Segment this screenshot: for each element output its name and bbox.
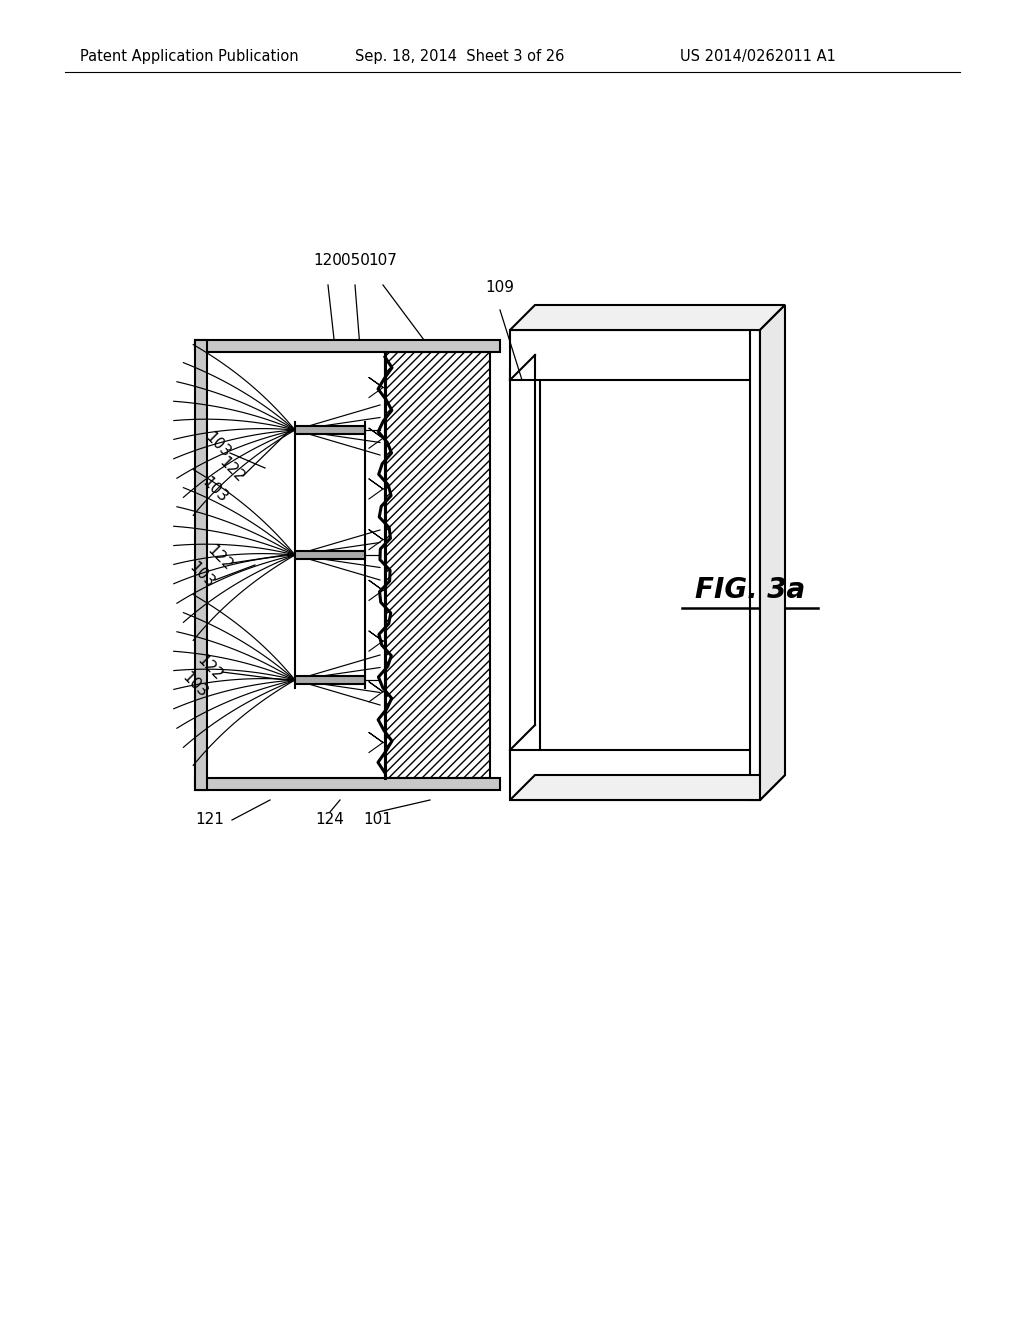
Polygon shape	[510, 305, 785, 330]
Bar	[295, 550, 365, 558]
Bar	[510, 370, 540, 760]
Text: US 2014/0262011 A1: US 2014/0262011 A1	[680, 49, 836, 65]
Bar	[195, 777, 500, 789]
Text: 103: 103	[186, 560, 217, 590]
Bar	[510, 750, 760, 800]
Bar	[510, 330, 760, 380]
Bar	[195, 341, 500, 352]
Text: 107: 107	[369, 253, 397, 268]
Text: Patent Application Publication: Patent Application Publication	[80, 49, 299, 65]
Text: Sep. 18, 2014  Sheet 3 of 26: Sep. 18, 2014 Sheet 3 of 26	[355, 49, 564, 65]
Bar	[295, 426, 365, 434]
Text: 109: 109	[485, 280, 514, 294]
Text: 122: 122	[205, 543, 236, 573]
Polygon shape	[510, 775, 785, 800]
Text: 050: 050	[341, 253, 370, 268]
Text: 101: 101	[364, 813, 392, 828]
Bar	[385, 352, 490, 777]
Text: 122: 122	[216, 454, 248, 486]
Text: FIG. 3a: FIG. 3a	[695, 576, 805, 605]
Text: 103: 103	[179, 669, 211, 701]
Text: 124: 124	[315, 813, 344, 828]
Bar	[295, 676, 365, 684]
Bar	[750, 330, 760, 800]
Text: 121: 121	[196, 813, 224, 828]
Text: 103: 103	[200, 474, 230, 506]
Text: 120: 120	[313, 253, 342, 268]
Text: 103: 103	[203, 429, 233, 461]
Text: 122: 122	[195, 652, 225, 684]
Polygon shape	[760, 305, 785, 800]
Bar	[195, 341, 207, 789]
